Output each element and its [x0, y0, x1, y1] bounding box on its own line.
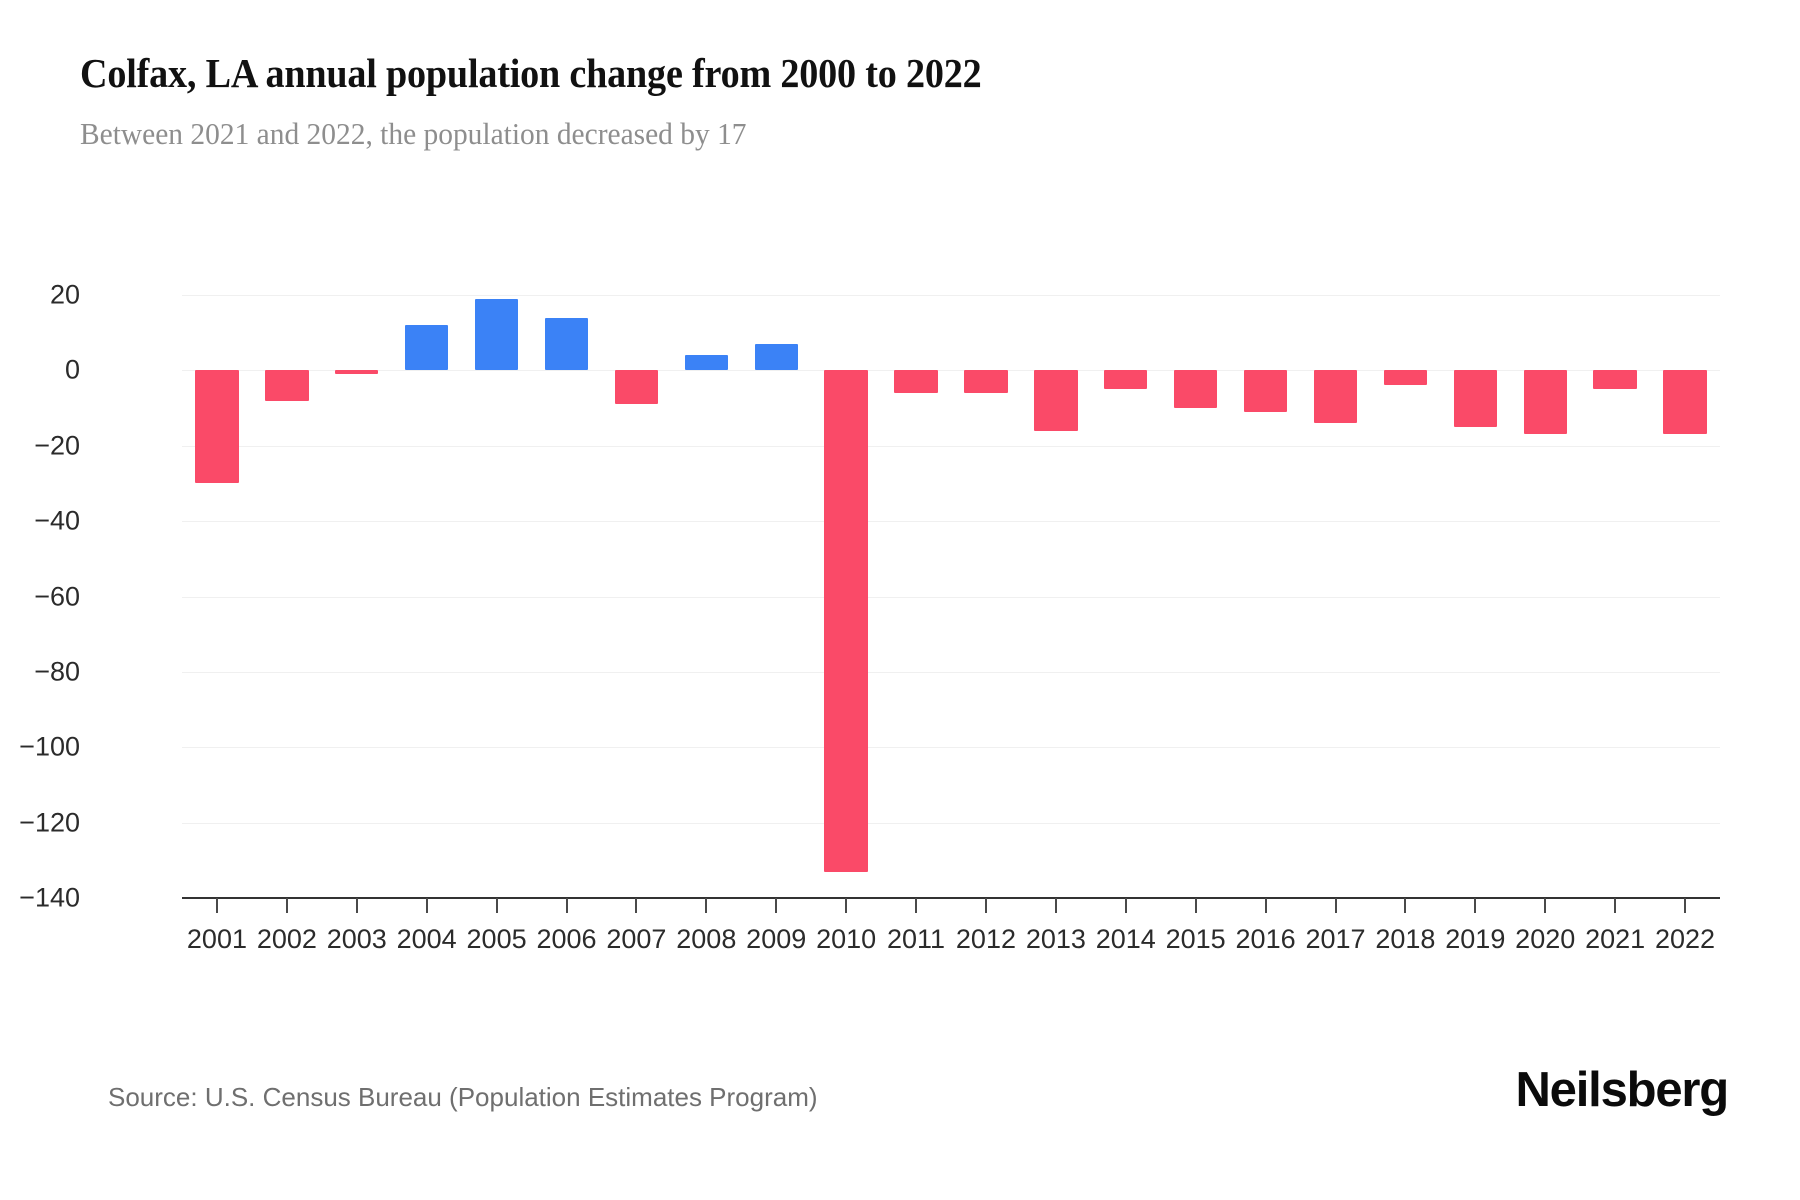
bar-2016[interactable] [1243, 370, 1288, 412]
bar-2021[interactable] [1593, 370, 1637, 390]
x-axis-tick-mark [1544, 898, 1547, 913]
brand-logo: Neilsberg [1515, 1063, 1730, 1117]
x-axis-tick-mark [1264, 898, 1267, 913]
bar-2010[interactable] [824, 370, 868, 872]
x-axis-tick-mark [565, 898, 568, 913]
bar-2007[interactable] [614, 370, 659, 405]
y-gridline [182, 521, 1720, 523]
bar-2014[interactable] [1104, 370, 1148, 390]
x-axis-tick-mark [1334, 898, 1337, 913]
y-gridline [182, 295, 1720, 296]
bar-2019[interactable] [1453, 370, 1497, 427]
x-axis-tick-label: 2019 [1445, 924, 1506, 954]
y-axis-tick-label: −100 [19, 731, 80, 762]
x-axis-tick-mark [984, 898, 987, 913]
x-axis-tick-mark [425, 898, 428, 913]
y-gridline [182, 370, 1720, 372]
x-axis-tick-mark [285, 898, 288, 913]
x-axis-tick-label: 2006 [536, 924, 597, 954]
y-axis-tick-label: −140 [19, 882, 80, 913]
y-gridline [182, 596, 1720, 598]
x-axis-tick-label: 2022 [1654, 924, 1716, 954]
bar-2002[interactable] [265, 370, 309, 401]
x-axis-tick-mark [495, 898, 498, 913]
bar-2008[interactable] [684, 355, 728, 371]
bar-2001[interactable] [195, 370, 239, 484]
x-axis-tick-label: 2003 [326, 924, 387, 954]
bar-2004[interactable] [405, 325, 449, 371]
bar-chart-plot: 20 0 −20 −40 −60 −80 −100 −120 −140 2001 2002 2003 2… [19, 280, 1720, 954]
x-axis-tick-mark [215, 898, 218, 913]
x-axis-tick-mark [775, 898, 778, 913]
y-axis-tick-label: −20 [34, 430, 80, 461]
x-axis-tick-label: 2015 [1165, 924, 1226, 954]
x-axis-tick-mark [1124, 898, 1127, 913]
x-axis-tick-mark [1684, 898, 1687, 913]
bar-2013[interactable] [1034, 370, 1078, 431]
bar-2009[interactable] [754, 343, 798, 371]
x-axis-tick-mark [1404, 898, 1407, 913]
x-axis-tick-mark [1474, 898, 1477, 913]
x-axis-tick-label: 2010 [816, 924, 877, 954]
x-axis-tick-label: 2016 [1235, 924, 1296, 954]
x-axis-tick-label: 2009 [746, 924, 807, 954]
bar-2022[interactable] [1663, 370, 1707, 435]
x-axis-tick-label: 2020 [1515, 924, 1576, 954]
x-axis-tick-mark [915, 898, 918, 913]
chart-header: Colfax, LA annual population change from… [80, 48, 1720, 154]
y-gridline [182, 747, 1720, 749]
y-axis-tick-label: 0 [64, 354, 80, 385]
bar-2006[interactable] [544, 317, 589, 371]
y-axis-tick-label: −120 [19, 807, 80, 838]
x-axis-tick-label: 2001 [186, 924, 247, 954]
y-axis-tick-label: −60 [34, 581, 80, 611]
bar-2012[interactable] [964, 370, 1008, 393]
x-axis-tick-label: 2005 [466, 924, 527, 954]
x-axis-tick-label: 2017 [1305, 924, 1366, 954]
bar-2005[interactable] [474, 298, 519, 371]
x-axis-tick-label: 2004 [396, 924, 457, 954]
x-axis-tick-mark [705, 898, 708, 913]
x-axis-tick-label: 2002 [256, 924, 317, 954]
bar-2011[interactable] [894, 370, 938, 393]
x-axis-tick-mark [845, 898, 848, 913]
x-axis-tick-mark [355, 898, 358, 913]
x-axis-tick-label: 2007 [606, 924, 667, 954]
x-axis-tick-label: 2013 [1025, 924, 1086, 954]
page-title: Colfax, LA annual population change from… [80, 50, 982, 96]
x-axis-tick-mark [1614, 898, 1617, 913]
bar-2017[interactable] [1313, 370, 1358, 424]
bar-2020[interactable] [1523, 370, 1567, 435]
x-axis-tick-label: 2021 [1585, 924, 1646, 954]
y-axis-tick-label: −80 [34, 656, 80, 687]
y-gridline [182, 671, 1720, 673]
y-axis-tick-label: −40 [34, 505, 80, 536]
x-axis-tick-label: 2018 [1375, 924, 1436, 954]
x-axis-tick-label: 2008 [676, 924, 737, 954]
x-axis-tick-mark [1054, 898, 1057, 913]
bar-2003[interactable] [335, 370, 379, 375]
x-axis-tick-label: 2011 [887, 924, 946, 954]
y-gridline [182, 445, 1720, 447]
x-axis-line [182, 897, 1720, 899]
bar-2015[interactable] [1174, 370, 1218, 409]
x-axis-tick-mark [635, 898, 638, 913]
x-axis-tick-label: 2012 [955, 924, 1016, 954]
y-axis-tick-label: 20 [49, 279, 80, 310]
y-gridline [182, 822, 1720, 824]
x-axis-tick-mark [1194, 898, 1197, 913]
source-note: Source: U.S. Census Bureau (Population E… [108, 1082, 818, 1112]
x-axis-tick-label: 2014 [1095, 924, 1156, 954]
page-subtitle: Between 2021 and 2022, the population de… [80, 116, 747, 151]
bar-2018[interactable] [1383, 370, 1428, 386]
